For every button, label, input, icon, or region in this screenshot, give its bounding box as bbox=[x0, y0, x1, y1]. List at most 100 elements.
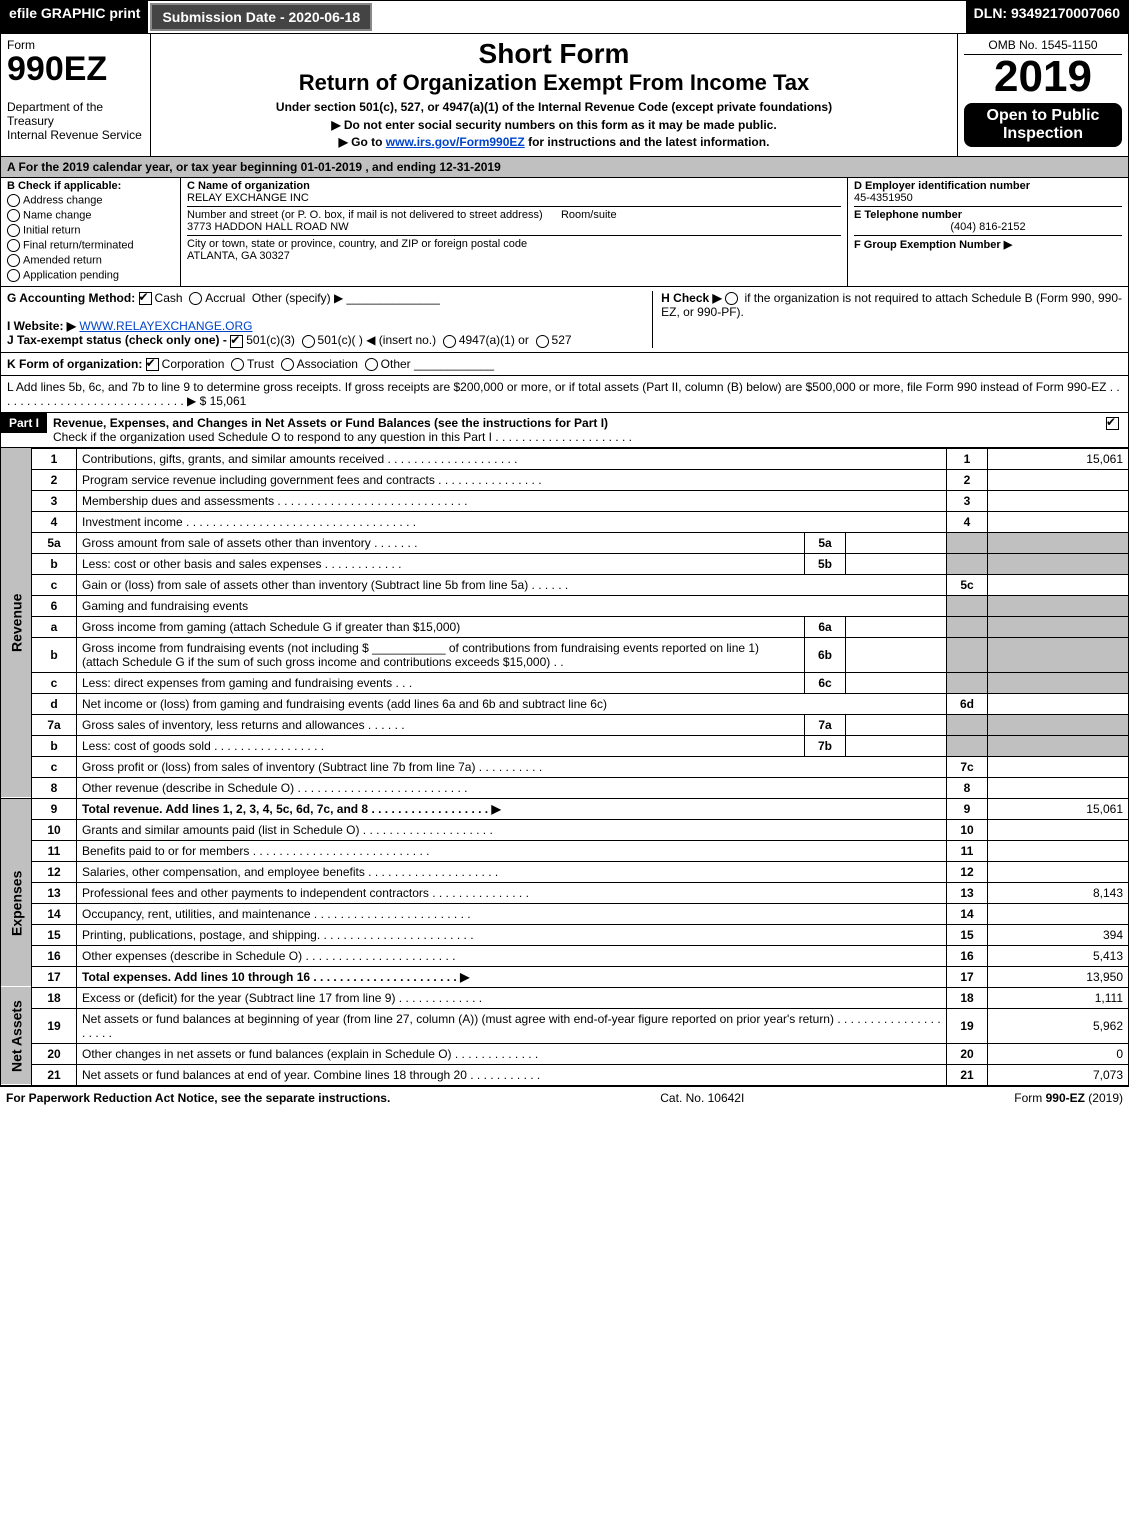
lbl-final-return: Final return/terminated bbox=[23, 239, 134, 251]
ln-8-amt bbox=[988, 777, 1129, 798]
lbl-other-org: Other bbox=[381, 357, 411, 371]
lbl-trust: Trust bbox=[247, 357, 274, 371]
ln-12-ref: 12 bbox=[947, 861, 988, 882]
ln-4-desc: Investment income . . . . . . . . . . . … bbox=[77, 511, 947, 532]
ln-7a-num: 7a bbox=[32, 714, 77, 735]
box-h: H Check ▶ if the organization is not req… bbox=[652, 291, 1122, 348]
website-value[interactable]: WWW.RELAYEXCHANGE.ORG bbox=[79, 319, 252, 333]
ln-6a-amt bbox=[988, 616, 1129, 637]
form-id-block: Form 990EZ Department of the Treasury In… bbox=[1, 34, 151, 156]
ln-21-amt: 7,073 bbox=[988, 1064, 1129, 1085]
ln-6a-subamt bbox=[846, 616, 947, 637]
rev-end-shade bbox=[1, 798, 32, 819]
chk-trust[interactable] bbox=[231, 358, 244, 371]
efile-label[interactable]: efile GRAPHIC print bbox=[1, 1, 148, 33]
ln-6-desc: Gaming and fundraising events bbox=[77, 595, 947, 616]
ln-1-desc: Contributions, gifts, grants, and simila… bbox=[77, 448, 947, 469]
box-d-label: D Employer identification number bbox=[854, 180, 1030, 192]
ln-5c-num: c bbox=[32, 574, 77, 595]
ln-7c-desc: Gross profit or (loss) from sales of inv… bbox=[77, 756, 947, 777]
ln-7a-sub: 7a bbox=[805, 714, 846, 735]
ln-13-amt: 8,143 bbox=[988, 882, 1129, 903]
ln-5a-ref bbox=[947, 532, 988, 553]
top-bar: efile GRAPHIC print Submission Date - 20… bbox=[0, 0, 1129, 34]
ln-6b-ref bbox=[947, 637, 988, 672]
ln-19-desc: Net assets or fund balances at beginning… bbox=[77, 1008, 947, 1043]
right-header-block: OMB No. 1545-1150 2019 Open to Public In… bbox=[958, 34, 1128, 156]
ln-5a-num: 5a bbox=[32, 532, 77, 553]
chk-4947[interactable] bbox=[443, 335, 456, 348]
chk-address-change[interactable] bbox=[7, 194, 20, 207]
box-def: D Employer identification number 45-4351… bbox=[848, 178, 1128, 286]
chk-501c[interactable] bbox=[302, 335, 315, 348]
chk-final-return[interactable] bbox=[7, 239, 20, 252]
ln-17-num: 17 bbox=[32, 966, 77, 987]
ln-13-num: 13 bbox=[32, 882, 77, 903]
chk-accrual[interactable] bbox=[189, 292, 202, 305]
ln-2-ref: 2 bbox=[947, 469, 988, 490]
ln-7a-amt bbox=[988, 714, 1129, 735]
lbl-name-change: Name change bbox=[23, 209, 92, 221]
ln-6c-sub: 6c bbox=[805, 672, 846, 693]
lbl-cash: Cash bbox=[155, 291, 183, 305]
ln-4-ref: 4 bbox=[947, 511, 988, 532]
box-h-label: H Check ▶ bbox=[661, 291, 722, 305]
chk-initial-return[interactable] bbox=[7, 224, 20, 237]
lbl-527: 527 bbox=[552, 333, 572, 347]
ln-9-num: 9 bbox=[32, 798, 77, 819]
ln-5c-ref: 5c bbox=[947, 574, 988, 595]
ln-15-num: 15 bbox=[32, 924, 77, 945]
ln-10-amt bbox=[988, 819, 1129, 840]
lbl-other-method: Other (specify) ▶ bbox=[252, 291, 343, 305]
ln-10-num: 10 bbox=[32, 819, 77, 840]
chk-cash[interactable] bbox=[139, 292, 152, 305]
ln-14-ref: 14 bbox=[947, 903, 988, 924]
ln-7b-ref bbox=[947, 735, 988, 756]
ln-6c-desc: Less: direct expenses from gaming and fu… bbox=[77, 672, 805, 693]
ln-5b-ref bbox=[947, 553, 988, 574]
chk-schedule-b[interactable] bbox=[725, 292, 738, 305]
box-g-label: G Accounting Method: bbox=[7, 291, 135, 305]
ln-16-num: 16 bbox=[32, 945, 77, 966]
chk-corporation[interactable] bbox=[146, 358, 159, 371]
ln-6-amt bbox=[988, 595, 1129, 616]
box-c: C Name of organization RELAY EXCHANGE IN… bbox=[181, 178, 848, 286]
ln-16-ref: 16 bbox=[947, 945, 988, 966]
ln-11-ref: 11 bbox=[947, 840, 988, 861]
ln-6c-subamt bbox=[846, 672, 947, 693]
irs-link[interactable]: www.irs.gov/Form990EZ bbox=[386, 135, 525, 149]
ln-16-desc: Other expenses (describe in Schedule O) … bbox=[77, 945, 947, 966]
box-b-title: B Check if applicable: bbox=[7, 180, 121, 192]
ln-20-ref: 20 bbox=[947, 1043, 988, 1064]
ln-14-num: 14 bbox=[32, 903, 77, 924]
ln-5b-subamt bbox=[846, 553, 947, 574]
ln-13-ref: 13 bbox=[947, 882, 988, 903]
ln-7c-amt bbox=[988, 756, 1129, 777]
tax-year: 2019 bbox=[964, 55, 1122, 99]
chk-name-change[interactable] bbox=[7, 209, 20, 222]
netassets-side-label: Net Assets bbox=[1, 987, 32, 1085]
ln-9-desc-text: Total revenue. Add lines 1, 2, 3, 4, 5c,… bbox=[82, 802, 501, 816]
ln-19-num: 19 bbox=[32, 1008, 77, 1043]
chk-501c3[interactable] bbox=[230, 335, 243, 348]
ln-2-amt bbox=[988, 469, 1129, 490]
chk-association[interactable] bbox=[281, 358, 294, 371]
ln-21-num: 21 bbox=[32, 1064, 77, 1085]
ln-6c-num: c bbox=[32, 672, 77, 693]
chk-application-pending[interactable] bbox=[7, 269, 20, 282]
chk-amended-return[interactable] bbox=[7, 254, 20, 267]
chk-other-org[interactable] bbox=[365, 358, 378, 371]
ln-7c-num: c bbox=[32, 756, 77, 777]
part-i-header: Part I Revenue, Expenses, and Changes in… bbox=[0, 413, 1129, 448]
ln-16-amt: 5,413 bbox=[988, 945, 1129, 966]
chk-527[interactable] bbox=[536, 335, 549, 348]
part-i-schedule-o-check[interactable] bbox=[1106, 417, 1119, 430]
ln-11-desc: Benefits paid to or for members . . . . … bbox=[77, 840, 947, 861]
box-j-label: J Tax-exempt status (check only one) - bbox=[7, 333, 227, 347]
ln-7a-subamt bbox=[846, 714, 947, 735]
department-label: Department of the Treasury bbox=[7, 100, 103, 128]
ln-17-desc-text: Total expenses. Add lines 10 through 16 … bbox=[82, 970, 469, 984]
box-e-label: E Telephone number bbox=[854, 209, 962, 221]
part-i-check-text: Check if the organization used Schedule … bbox=[53, 430, 632, 444]
ln-17-desc: Total expenses. Add lines 10 through 16 … bbox=[77, 966, 947, 987]
